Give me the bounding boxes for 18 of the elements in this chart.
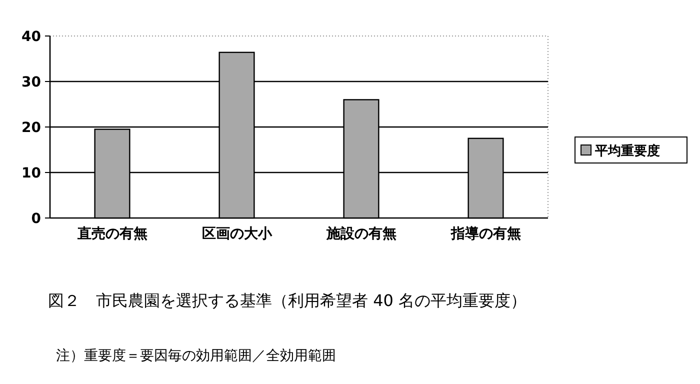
x-tick-label: 施設の有無 bbox=[325, 226, 396, 242]
text: 図２ 市民農園を選択する基準（利用希望者 40 名の平均重要度） bbox=[48, 291, 527, 310]
x-tick-label: 直売の有無 bbox=[76, 226, 148, 242]
plot: 0 10 20 30 40 直売の有無 区画の大小 施設の有無 指導の有無 bbox=[22, 29, 548, 242]
x-tick-label: 指導の有無 bbox=[450, 225, 521, 242]
bar bbox=[94, 128, 130, 219]
bar bbox=[218, 52, 255, 219]
y-tick-label: 10 bbox=[22, 166, 42, 182]
legend: 平均重要度 bbox=[574, 136, 688, 164]
text: 注）重要度＝要因毎の効用範囲／全効用範囲 bbox=[56, 348, 336, 364]
y-tick-label: 40 bbox=[22, 29, 42, 45]
legend-label: 平均重要度 bbox=[594, 143, 660, 159]
y-tick-label: 30 bbox=[22, 74, 42, 90]
y-tick-label: 0 bbox=[31, 211, 42, 227]
y-tick-label: 20 bbox=[22, 120, 42, 136]
x-tick-label: 区画の大小 bbox=[202, 226, 273, 242]
bar bbox=[343, 99, 380, 219]
bar bbox=[468, 138, 504, 219]
